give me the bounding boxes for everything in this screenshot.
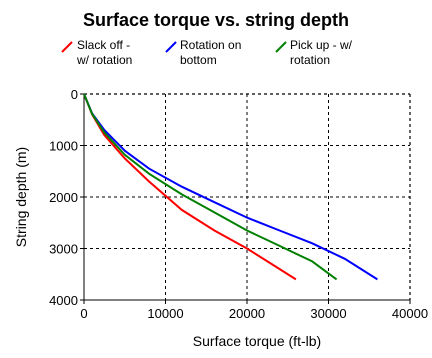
x-axis-title: Surface torque (ft-lb) [193,333,321,349]
legend-swatch [61,41,73,53]
legend-swatch [165,41,177,53]
series-line-pick-up [83,93,338,281]
series-line-slack-off [83,93,297,281]
chart-title: Surface torque vs. string depth [82,10,350,30]
x-tick-label: 30000 [310,306,346,321]
x-tick-label: 20000 [229,306,265,321]
y-tick-label: 0 [71,87,78,102]
y-tick-label: 2000 [49,190,78,205]
series-line-rotation-on-bottom [83,93,378,281]
y-tick-label: 1000 [49,139,78,154]
x-tick-label: 40000 [392,306,428,321]
x-tick-label: 0 [80,306,87,321]
legend-label-pick-up: Pick up - w/ rotation [290,38,353,67]
legend-swatch [275,41,287,53]
x-tick-label: 10000 [147,306,183,321]
y-tick-label: 4000 [49,293,78,308]
legend-label-rotation-on-bottom: Rotation on bottom [180,38,242,67]
y-tick-label: 3000 [49,242,78,257]
y-axis-title: String depth (m) [13,147,29,247]
legend-label-slack-off: Slack off - w/ rotation [77,38,133,67]
